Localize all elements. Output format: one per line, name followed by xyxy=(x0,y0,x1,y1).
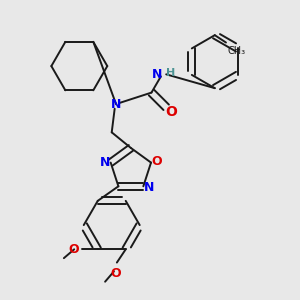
Text: CH₃: CH₃ xyxy=(227,46,245,56)
Text: N: N xyxy=(100,156,111,169)
Text: N: N xyxy=(111,98,121,111)
Text: O: O xyxy=(166,105,177,119)
Text: O: O xyxy=(110,267,121,280)
Text: O: O xyxy=(151,154,162,168)
Text: H: H xyxy=(166,68,175,78)
Text: N: N xyxy=(143,181,154,194)
Text: O: O xyxy=(68,243,79,256)
Text: N: N xyxy=(152,68,162,81)
